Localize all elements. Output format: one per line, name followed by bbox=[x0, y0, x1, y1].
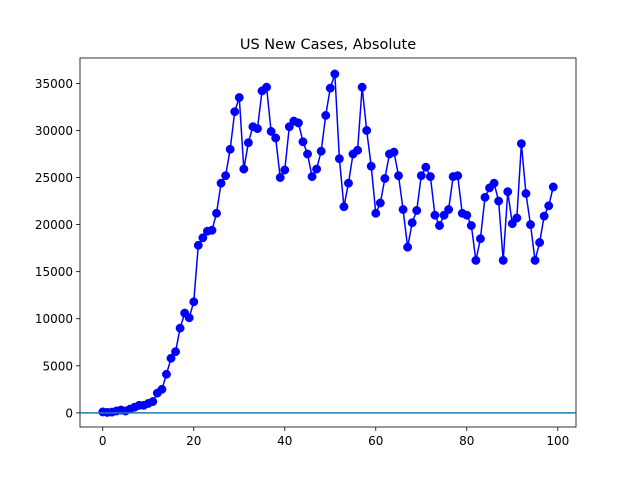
y-tick-label: 30000 bbox=[35, 124, 73, 138]
data-point bbox=[307, 172, 317, 182]
data-point bbox=[398, 205, 408, 215]
data-point bbox=[371, 208, 381, 218]
data-point bbox=[266, 126, 276, 136]
data-point bbox=[157, 384, 167, 394]
data-point bbox=[262, 82, 272, 92]
data-point bbox=[225, 144, 235, 154]
data-point bbox=[453, 171, 463, 181]
data-point bbox=[353, 145, 363, 155]
data-point bbox=[380, 174, 390, 183]
y-tick-label: 0 bbox=[65, 406, 73, 420]
data-point bbox=[357, 82, 367, 92]
plot-area bbox=[80, 58, 576, 427]
data-point bbox=[162, 369, 171, 379]
data-point bbox=[198, 233, 208, 243]
data-point bbox=[148, 397, 158, 407]
data-point bbox=[521, 189, 531, 199]
data-point bbox=[544, 201, 554, 211]
x-tick-label: 20 bbox=[186, 434, 201, 448]
data-point bbox=[366, 161, 376, 171]
data-point bbox=[526, 220, 535, 230]
data-point bbox=[466, 221, 476, 231]
chart-title: US New Cases, Absolute bbox=[240, 37, 416, 53]
data-point bbox=[344, 178, 353, 188]
data-point bbox=[298, 137, 308, 147]
data-point bbox=[316, 146, 326, 156]
data-point bbox=[475, 234, 485, 244]
x-tick-label: 60 bbox=[368, 434, 383, 448]
data-point bbox=[516, 139, 526, 149]
data-point bbox=[253, 124, 262, 134]
data-point bbox=[535, 238, 545, 247]
x-tick-label: 40 bbox=[277, 434, 292, 448]
y-tick-label: 25000 bbox=[35, 171, 73, 185]
data-point bbox=[175, 323, 185, 333]
data-point bbox=[494, 196, 504, 206]
data-point bbox=[234, 93, 244, 102]
data-point bbox=[412, 206, 422, 215]
data-point bbox=[548, 182, 558, 192]
data-point bbox=[407, 218, 417, 228]
data-point bbox=[275, 173, 285, 183]
x-tick-label: 0 bbox=[99, 434, 107, 448]
data-point bbox=[312, 164, 322, 174]
data-point bbox=[362, 126, 372, 135]
data-point bbox=[430, 210, 440, 220]
data-point bbox=[530, 255, 540, 265]
data-point bbox=[421, 162, 431, 172]
x-tick-label: 100 bbox=[546, 434, 569, 448]
data-point bbox=[216, 178, 226, 188]
y-tick-label: 35000 bbox=[35, 77, 73, 91]
data-point bbox=[503, 187, 513, 197]
data-point bbox=[271, 133, 281, 143]
data-point bbox=[425, 172, 435, 182]
data-point bbox=[480, 192, 490, 202]
data-point bbox=[189, 297, 199, 307]
data-point bbox=[303, 149, 312, 159]
data-point bbox=[435, 221, 444, 231]
data-point bbox=[293, 118, 303, 128]
data-point bbox=[230, 107, 240, 117]
data-point bbox=[416, 171, 426, 181]
series-layer bbox=[98, 69, 558, 417]
axes-layer: 0 20 40 60 80 100 0 5000 10000 15000 20000 25000 300… bbox=[35, 57, 577, 448]
data-point bbox=[471, 255, 481, 265]
data-point bbox=[212, 208, 221, 218]
data-point bbox=[207, 225, 217, 235]
data-point bbox=[539, 211, 549, 221]
data-point bbox=[394, 171, 403, 181]
data-point bbox=[239, 164, 249, 174]
data-point bbox=[403, 242, 413, 252]
data-point bbox=[171, 347, 181, 357]
axes-frame bbox=[79, 57, 577, 428]
data-point bbox=[321, 110, 331, 120]
data-point bbox=[243, 138, 253, 148]
data-point bbox=[166, 353, 176, 363]
y-tick-label: 15000 bbox=[35, 265, 73, 279]
y-tick-label: 5000 bbox=[42, 359, 73, 373]
data-point bbox=[221, 171, 231, 181]
data-point bbox=[339, 202, 349, 212]
data-point bbox=[184, 313, 194, 323]
data-point bbox=[489, 178, 499, 188]
data-point bbox=[462, 210, 472, 220]
y-tick-label: 20000 bbox=[35, 218, 73, 232]
data-point bbox=[389, 147, 399, 157]
data-point bbox=[325, 83, 335, 93]
data-point bbox=[330, 69, 340, 79]
y-tick-label: 10000 bbox=[35, 312, 73, 326]
data-point bbox=[498, 255, 508, 265]
data-point bbox=[512, 213, 522, 223]
data-point bbox=[193, 240, 203, 250]
data-point bbox=[334, 154, 344, 164]
x-tick-label: 80 bbox=[459, 434, 474, 448]
data-point bbox=[280, 165, 290, 175]
data-point bbox=[375, 198, 385, 208]
data-point bbox=[444, 205, 454, 215]
series-line bbox=[102, 73, 554, 414]
